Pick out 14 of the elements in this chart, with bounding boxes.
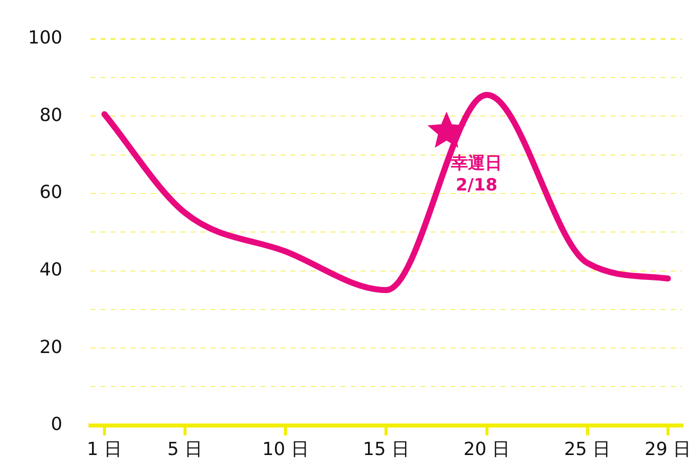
x-tick-label: 20 日 — [463, 438, 510, 460]
x-tick-label: 5 日 — [167, 438, 203, 460]
x-tick-label: 25 日 — [564, 438, 611, 460]
x-tick-label: 10 日 — [262, 438, 309, 460]
x-tick-label: 29 日 — [644, 438, 692, 460]
x-tick-label: 1 日 — [86, 438, 122, 460]
y-tick-label: 0 — [50, 414, 62, 436]
x-tick-label: 15 日 — [362, 438, 410, 460]
y-tick-label: 40 — [39, 259, 62, 280]
y-tick-label: 20 — [39, 336, 62, 358]
y-tick-label: 80 — [39, 104, 62, 126]
y-tick-label: 60 — [39, 182, 62, 204]
y-tick-label: 100 — [28, 27, 62, 48]
annotation: 幸運日 2/18 — [450, 154, 502, 196]
